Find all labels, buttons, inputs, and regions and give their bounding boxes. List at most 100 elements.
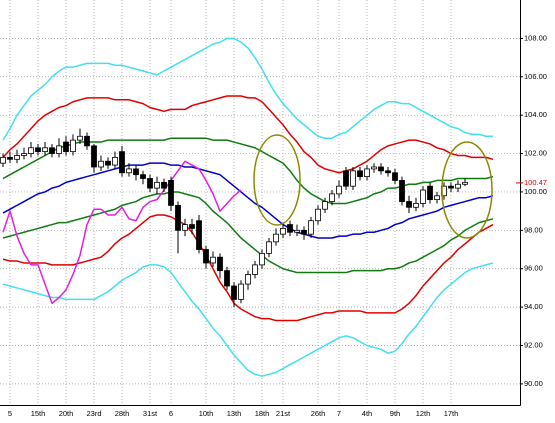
- candle-body: [294, 229, 300, 233]
- candle-body: [427, 185, 433, 201]
- candle-body: [154, 181, 160, 189]
- y-tick-label: 102.00: [524, 149, 547, 158]
- candle-body: [0, 156, 6, 164]
- axis-labels: 90.00 92.00 94.00 96.00 98.00 100.00 102.00 104…: [8, 33, 547, 418]
- x-tick-label: 21st: [276, 409, 291, 418]
- indicator-line: [2, 214, 494, 322]
- x-tick-label: 4th: [362, 409, 372, 418]
- candle-body: [315, 208, 321, 222]
- candle-body: [357, 170, 363, 177]
- plot: [0, 37, 494, 377]
- highlight-ellipse: [441, 141, 493, 239]
- candle-body: [126, 168, 132, 174]
- x-tick-label: 28th: [115, 409, 130, 418]
- candle-body: [231, 285, 237, 300]
- candle-body: [14, 155, 20, 160]
- candle-body: [70, 139, 76, 153]
- x-tick-label: 15th: [31, 409, 46, 418]
- y-tick-label: 100.00: [524, 187, 547, 196]
- candle-body: [245, 274, 251, 285]
- candle-body: [7, 156, 13, 160]
- candle-body: [273, 233, 279, 243]
- candle-body: [147, 178, 153, 189]
- x-tick-label: 18th: [255, 409, 270, 418]
- candle-body: [182, 224, 188, 231]
- candle-body: [210, 256, 216, 264]
- candle-body: [49, 147, 55, 154]
- x-tick-label: 7: [337, 409, 341, 418]
- candle-body: [252, 264, 258, 275]
- x-tick-label: 20th: [59, 409, 74, 418]
- x-tick-label: 6: [169, 409, 173, 418]
- candle-body: [84, 135, 90, 147]
- candle-body: [455, 183, 461, 189]
- x-tick-label: 12th: [416, 409, 431, 418]
- candle-body: [56, 145, 62, 154]
- candle-body: [462, 181, 468, 185]
- candle-body: [133, 168, 139, 176]
- candle-body: [119, 151, 125, 174]
- candle-body: [224, 270, 230, 287]
- y-tick-label: 108.00: [524, 33, 547, 42]
- indicator-line: [2, 162, 494, 239]
- candle-body: [168, 180, 174, 206]
- x-tick-label: 5: [8, 409, 12, 418]
- candle-body: [105, 160, 111, 166]
- indicator-line: [2, 95, 494, 174]
- candle-body: [91, 145, 97, 168]
- y-tick-label: 90.00: [524, 379, 543, 388]
- candle-body: [434, 195, 440, 201]
- candle-body: [413, 203, 419, 208]
- candle-body: [42, 147, 48, 153]
- candle-body: [63, 141, 69, 153]
- candle-body: [280, 228, 286, 235]
- candle-body: [196, 220, 202, 250]
- candle-body: [343, 170, 349, 187]
- x-tick-label: 9th: [390, 409, 400, 418]
- candle-body: [189, 224, 195, 229]
- indicator-line: [2, 262, 494, 377]
- candle-body: [406, 201, 412, 208]
- candle-body: [350, 170, 356, 187]
- y-tick-label: 94.00: [524, 302, 543, 311]
- candle-body: [336, 185, 342, 195]
- candle-body: [259, 252, 265, 266]
- x-tick-label: 31st: [143, 409, 158, 418]
- y-tick-label: 96.00: [524, 264, 543, 273]
- x-tick-label: 17th: [444, 409, 459, 418]
- y-tick-label: 106.00: [524, 72, 547, 81]
- candle-body: [399, 180, 405, 202]
- last-price-label: 100.47: [524, 178, 547, 187]
- indicator-line: [2, 160, 242, 305]
- x-tick-label: 23rd: [86, 409, 101, 418]
- candle-body: [392, 172, 398, 181]
- candle-body: [322, 201, 328, 210]
- highlight-ellipse: [253, 134, 301, 226]
- indicator-line: [2, 37, 493, 141]
- candle-body: [217, 256, 223, 272]
- candle-body: [308, 220, 314, 235]
- candle-body: [378, 166, 384, 172]
- candle-body: [98, 160, 104, 168]
- x-tick-label: 26th: [311, 409, 326, 418]
- candle-body: [28, 147, 34, 154]
- candle-body: [21, 153, 27, 156]
- candle-body: [385, 170, 391, 174]
- candle-body: [301, 229, 307, 235]
- y-tick-label: 92.00: [524, 340, 543, 349]
- y-tick-label: 98.00: [524, 225, 543, 234]
- candle-body: [203, 249, 209, 264]
- candle-body: [371, 166, 377, 170]
- y-tick-label: 104.00: [524, 110, 547, 119]
- indicator-line: [2, 191, 494, 274]
- candle-body: [238, 283, 244, 300]
- candle-body: [112, 156, 118, 166]
- candle-body: [140, 174, 146, 179]
- candle-body: [175, 204, 181, 231]
- candle-body: [448, 185, 454, 189]
- candle-body: [364, 168, 370, 177]
- candle-body: [35, 147, 41, 153]
- candle-body: [266, 241, 272, 254]
